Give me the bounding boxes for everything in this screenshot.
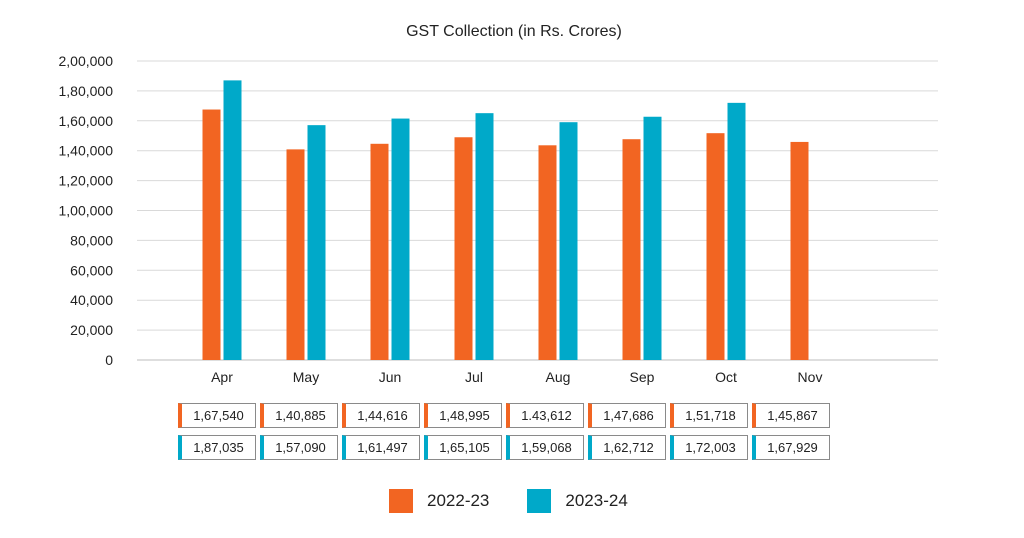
y-tick-label: 80,000 — [70, 232, 113, 248]
x-tick-label: Jun — [379, 369, 402, 385]
x-tick-label: Jul — [465, 369, 483, 385]
x-tick-label: Oct — [715, 369, 737, 385]
value-box-2023-24-Jul: 1,65,105 — [424, 435, 502, 460]
x-axis-ticks: Apr May Jun Jul Aug Sep Oct Nov — [211, 369, 822, 385]
chart-title: GST Collection (in Rs. Crores) — [406, 23, 622, 40]
bars — [202, 80, 809, 361]
x-tick-label: Aug — [546, 369, 571, 385]
values-row-2023-24: 1,87,035 1,57,090 1,61,497 1,65,105 1,59,068… — [178, 435, 830, 460]
y-tick-label: 0 — [105, 352, 113, 368]
y-axis-ticks: 0 20,000 40,000 60,000 80,000 1,00,000 1,20,00… — [59, 53, 114, 368]
legend-item-2023-24: 2023-24 — [527, 489, 628, 513]
value-box-2022-23-May: 1,40,885 — [260, 403, 338, 428]
y-tick-label: 40,000 — [70, 292, 113, 308]
value-box-2023-24-Nov: 1,67,929 — [752, 435, 830, 460]
bar-2023-24-May — [307, 125, 326, 360]
bar-2022-23-Aug — [538, 145, 557, 360]
gst-bar-chart: GST Collection (in Rs. Crores) 0 20,000 40… — [59, 23, 938, 385]
y-tick-label: 1,00,000 — [59, 203, 114, 219]
legend-label-2023-24: 2023-24 — [565, 491, 628, 510]
value-box-2023-24-Sep: 1,62,712 — [588, 435, 666, 460]
y-tick-label: 1,40,000 — [59, 143, 114, 159]
y-tick-label: 1,80,000 — [59, 83, 114, 99]
legend-label-2022-23: 2022-23 — [427, 491, 490, 510]
y-tick-label: 1,20,000 — [59, 173, 114, 189]
value-box-2023-24-Aug: 1,59,068 — [506, 435, 584, 460]
y-tick-label: 2,00,000 — [59, 53, 114, 69]
legend-item-2022-23: 2022-23 — [389, 489, 489, 513]
value-box-2022-23-Jul: 1,48,995 — [424, 403, 502, 428]
bar-2022-23-Jul — [454, 137, 473, 360]
bar-2023-24-Jun — [391, 118, 410, 360]
value-box-2022-23-Apr: 1,67,540 — [178, 403, 256, 428]
bar-2023-24-Jul — [475, 113, 494, 360]
legend-swatch-2022-23 — [389, 489, 413, 513]
bar-2023-24-Aug — [559, 122, 578, 361]
gridlines — [137, 60, 938, 361]
y-tick-label: 1,60,000 — [59, 113, 114, 129]
value-box-2022-23-Sep: 1,47,686 — [588, 403, 666, 428]
bar-2023-24-Oct — [727, 102, 746, 360]
bar-2022-23-Nov — [790, 141, 809, 360]
x-tick-label: Sep — [630, 369, 655, 385]
bar-2022-23-Sep — [622, 139, 641, 360]
y-tick-label: 20,000 — [70, 322, 113, 338]
bar-2022-23-Oct — [706, 133, 725, 360]
legend-swatch-2023-24 — [527, 489, 552, 513]
bar-2022-23-May — [286, 149, 305, 360]
legend: 2022-23 2023-24 — [389, 489, 666, 513]
y-tick-label: 60,000 — [70, 262, 113, 278]
bar-2022-23-Jun — [370, 143, 389, 360]
value-box-2023-24-Oct: 1,72,003 — [670, 435, 748, 460]
x-tick-label: Apr — [211, 369, 233, 385]
value-box-2022-23-Jun: 1,44,616 — [342, 403, 420, 428]
bar-2022-23-Apr — [202, 109, 221, 360]
x-tick-label: Nov — [798, 369, 823, 385]
value-box-2023-24-May: 1,57,090 — [260, 435, 338, 460]
bar-2023-24-Apr — [223, 80, 242, 360]
value-box-2022-23-Oct: 1,51,718 — [670, 403, 748, 428]
value-box-2022-23-Nov: 1,45,867 — [752, 403, 830, 428]
value-box-2023-24-Apr: 1,87,035 — [178, 435, 256, 460]
value-box-2022-23-Aug: 1.43,612 — [506, 403, 584, 428]
value-box-2023-24-Jun: 1,61,497 — [342, 435, 420, 460]
values-row-2022-23: 1,67,540 1,40,885 1,44,616 1,48,995 1.43,612… — [178, 403, 830, 428]
bar-2023-24-Sep — [643, 116, 662, 360]
x-tick-label: May — [293, 369, 319, 385]
